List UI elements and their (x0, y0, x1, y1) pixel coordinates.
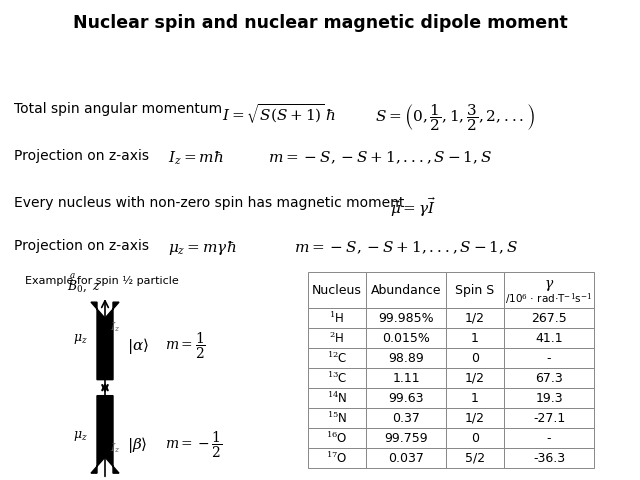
Bar (366, 448, 446, 468)
Text: $|\beta\rangle$: $|\beta\rangle$ (127, 435, 148, 455)
Text: 1: 1 (471, 392, 479, 405)
Bar (366, 408, 446, 428)
Bar (504, 348, 594, 368)
Text: 1/2: 1/2 (465, 412, 485, 425)
Bar (446, 388, 504, 408)
Text: 99.759: 99.759 (384, 432, 428, 444)
Text: Projection on z-axis: Projection on z-axis (14, 239, 149, 253)
Text: 1/2: 1/2 (465, 372, 485, 384)
Text: Nuclear spin and nuclear magnetic dipole moment: Nuclear spin and nuclear magnetic dipole… (72, 14, 568, 32)
Bar (504, 448, 594, 468)
Text: $\mu_z = m\gamma\hbar$: $\mu_z = m\gamma\hbar$ (168, 239, 237, 257)
Bar (504, 368, 594, 388)
Text: 99.63: 99.63 (388, 392, 424, 405)
Text: Every nucleus with non-zero spin has magnetic moment: Every nucleus with non-zero spin has mag… (14, 196, 404, 210)
Bar (504, 388, 594, 408)
Text: 1.11: 1.11 (392, 372, 420, 384)
Text: 41.1: 41.1 (535, 332, 563, 345)
Bar (504, 328, 594, 348)
Text: 98.89: 98.89 (388, 352, 424, 365)
Text: $^{12}$C: $^{12}$C (327, 350, 348, 366)
Text: $\mu_z$: $\mu_z$ (73, 332, 88, 346)
Text: 0: 0 (471, 432, 479, 444)
Text: $I_z$: $I_z$ (110, 441, 121, 455)
Bar (504, 272, 594, 308)
Text: $I = \sqrt{S(S+1)}\,\hbar$: $I = \sqrt{S(S+1)}\,\hbar$ (222, 102, 335, 126)
Text: $^{16}$O: $^{16}$O (326, 430, 348, 446)
Bar (366, 272, 446, 308)
Text: 19.3: 19.3 (535, 392, 563, 405)
Text: Abundance: Abundance (371, 284, 441, 297)
Text: $^{17}$O: $^{17}$O (326, 450, 348, 466)
Bar (504, 408, 594, 428)
Bar (308, 308, 366, 328)
Text: 267.5: 267.5 (531, 312, 567, 324)
Bar (308, 368, 366, 388)
Text: Nucleus: Nucleus (312, 284, 362, 297)
Text: $\mu_z$: $\mu_z$ (73, 429, 88, 443)
Text: 0: 0 (471, 352, 479, 365)
Text: $^{14}$N: $^{14}$N (327, 390, 348, 406)
Bar (446, 308, 504, 328)
Bar (446, 408, 504, 428)
Bar (308, 448, 366, 468)
Bar (446, 448, 504, 468)
Text: 1/2: 1/2 (465, 312, 485, 324)
Text: $|\alpha\rangle$: $|\alpha\rangle$ (127, 336, 149, 356)
Text: -: - (547, 352, 551, 365)
Text: 1: 1 (471, 332, 479, 345)
Bar (504, 308, 594, 328)
Text: Projection on z-axis: Projection on z-axis (14, 149, 149, 163)
Bar (446, 428, 504, 448)
Bar (366, 368, 446, 388)
Text: $I_z = m\hbar$: $I_z = m\hbar$ (168, 149, 224, 167)
Text: $m = \dfrac{1}{2}$: $m = \dfrac{1}{2}$ (165, 330, 206, 360)
Polygon shape (91, 302, 119, 380)
Text: $m = -S,-S+1,...,S-1,S$: $m = -S,-S+1,...,S-1,S$ (268, 149, 492, 166)
Text: Example for spin ½ particle: Example for spin ½ particle (25, 276, 179, 286)
Text: $m = -S,-S+1,...,S-1,S$: $m = -S,-S+1,...,S-1,S$ (294, 239, 518, 255)
Text: $^{13}$C: $^{13}$C (327, 370, 348, 386)
Bar (446, 348, 504, 368)
Bar (366, 328, 446, 348)
Text: 5/2: 5/2 (465, 452, 485, 465)
Bar (446, 368, 504, 388)
Text: 0.037: 0.037 (388, 452, 424, 465)
Polygon shape (91, 396, 119, 473)
Text: -36.3: -36.3 (533, 452, 565, 465)
Bar (308, 428, 366, 448)
Text: -: - (547, 432, 551, 444)
Text: $S = \left(0,\dfrac{1}{2},1,\dfrac{3}{2},2,...\right)$: $S = \left(0,\dfrac{1}{2},1,\dfrac{3}{2}… (375, 102, 535, 133)
Bar (366, 428, 446, 448)
Bar (366, 308, 446, 328)
Text: $^1$H: $^1$H (330, 310, 345, 326)
Text: Spin S: Spin S (456, 284, 495, 297)
Text: $m = -\dfrac{1}{2}$: $m = -\dfrac{1}{2}$ (165, 429, 223, 459)
Bar (308, 348, 366, 368)
Text: /10$^6$ $\cdot$ rad$\cdot$T$^{-1}$s$^{-1}$: /10$^6$ $\cdot$ rad$\cdot$T$^{-1}$s$^{-1… (506, 291, 593, 307)
Bar (504, 428, 594, 448)
Text: 0.015%: 0.015% (382, 332, 430, 345)
Bar (308, 388, 366, 408)
Bar (446, 272, 504, 308)
Bar (308, 408, 366, 428)
Bar (366, 388, 446, 408)
Text: -27.1: -27.1 (533, 412, 565, 425)
Text: $\gamma$: $\gamma$ (544, 278, 554, 293)
Bar (308, 272, 366, 308)
Bar (308, 328, 366, 348)
Text: $\vec{\mu} = \gamma\vec{I}$: $\vec{\mu} = \gamma\vec{I}$ (390, 196, 436, 219)
Text: $\overset{a}{\mathit{B}}_0,\ z$: $\overset{a}{\mathit{B}}_0,\ z$ (67, 271, 101, 294)
Bar (366, 348, 446, 368)
Text: $^2$H: $^2$H (330, 330, 345, 346)
Text: Total spin angular momentum: Total spin angular momentum (14, 102, 222, 116)
Bar (446, 328, 504, 348)
Text: $I_z$: $I_z$ (110, 320, 121, 334)
Text: 67.3: 67.3 (535, 372, 563, 384)
Text: 0.37: 0.37 (392, 412, 420, 425)
Text: $^{15}$N: $^{15}$N (327, 410, 348, 426)
Text: 99.985%: 99.985% (378, 312, 434, 324)
